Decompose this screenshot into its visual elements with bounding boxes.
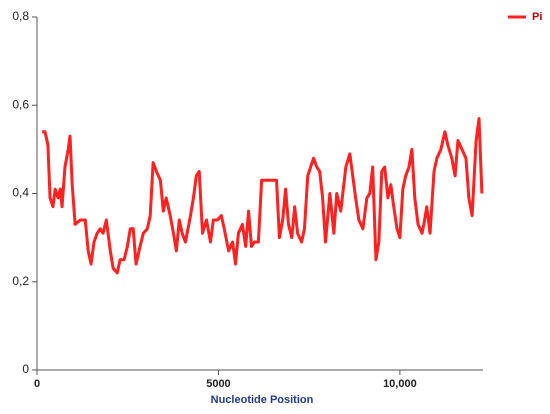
y-tick-label: 0,6: [12, 97, 29, 111]
y-tick-label: 0: [22, 362, 29, 376]
y-tick-label: 0,8: [12, 9, 29, 23]
x-axis-title: Nucleotide Position: [211, 394, 314, 406]
x-tick-label: 5000: [206, 378, 230, 390]
x-tick-label: 10,000: [383, 378, 417, 390]
y-tick-label: 0,2: [12, 274, 29, 288]
legend-label: Pi: [532, 11, 542, 23]
data-line: [42, 116, 484, 275]
x-tick-label: 0: [34, 378, 40, 390]
y-tick-label: 0,4: [12, 186, 29, 200]
